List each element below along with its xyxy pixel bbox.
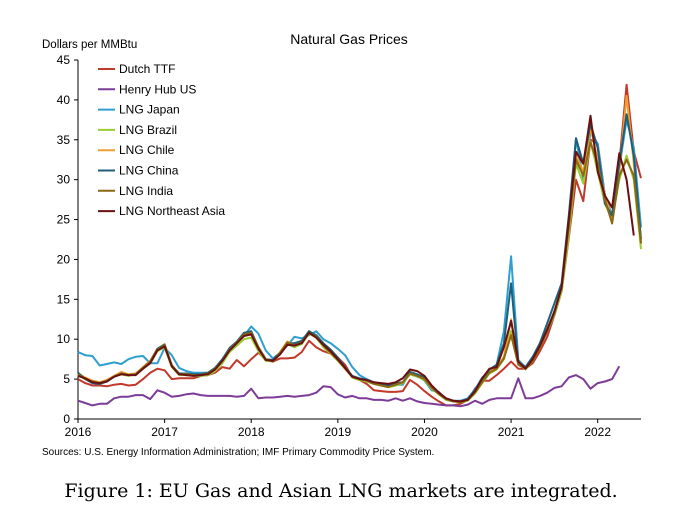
x-tick-label: 2017: [151, 425, 178, 439]
figure-caption: Figure 1: EU Gas and Asian LNG markets a…: [64, 480, 618, 502]
chart-title: Natural Gas Prices: [290, 31, 407, 47]
y-tick-label: 40: [57, 93, 71, 107]
x-tick-label: 2022: [584, 425, 611, 439]
y-tick-label: 35: [57, 133, 71, 147]
legend-label-dutch-ttf: Dutch TTF: [119, 62, 175, 76]
x-tick-label: 2021: [498, 425, 525, 439]
series-line-lng-northeast-asia: [77, 114, 635, 403]
legend-label-lng-india: LNG India: [119, 184, 173, 198]
series-line-henry-hub-us: [77, 365, 621, 408]
source-note: Sources: U.S. Energy Information Adminis…: [42, 447, 434, 458]
y-tick-label: 5: [63, 372, 70, 386]
y-tick-label: 0: [63, 412, 70, 426]
series-line-lng-brazil: [77, 140, 642, 404]
series-line-lng-japan: [77, 118, 642, 402]
y-tick-label: 25: [57, 213, 71, 227]
y-tick-label: 20: [57, 252, 71, 266]
x-tick-label: 2016: [65, 425, 92, 439]
y-axis-label: Dollars per MMBtu: [42, 39, 137, 51]
series-line-lng-india: [77, 141, 642, 404]
axes: 0 5 10 15 20 25 30 35 40 45 2016 2017 2018 2019 2020 20…: [57, 53, 641, 439]
y-tick-label: 15: [57, 292, 71, 306]
series-lines: [77, 83, 642, 408]
legend: Dutch TTF Henry Hub US LNG Japan LNG Brazil…: [98, 62, 225, 218]
legend-label-lng-china: LNG China: [119, 164, 179, 178]
legend-label-lng-japan: LNG Japan: [119, 103, 180, 117]
legend-label-lng-northeast-asia: LNG Northeast Asia: [119, 204, 225, 218]
legend-label-henry-hub-us: Henry Hub US: [119, 82, 196, 96]
series-line-lng-chile: [77, 94, 642, 403]
legend-label-lng-chile: LNG Chile: [119, 143, 175, 157]
x-tick-label: 2020: [411, 425, 438, 439]
y-tick-label: 10: [57, 332, 71, 346]
y-tick-label: 30: [57, 173, 71, 187]
y-tick-label: 45: [57, 53, 71, 67]
legend-label-lng-brazil: LNG Brazil: [119, 123, 177, 137]
x-tick-label: 2018: [238, 425, 265, 439]
x-tick-label: 2019: [324, 425, 351, 439]
series-line-lng-china: [77, 113, 642, 403]
